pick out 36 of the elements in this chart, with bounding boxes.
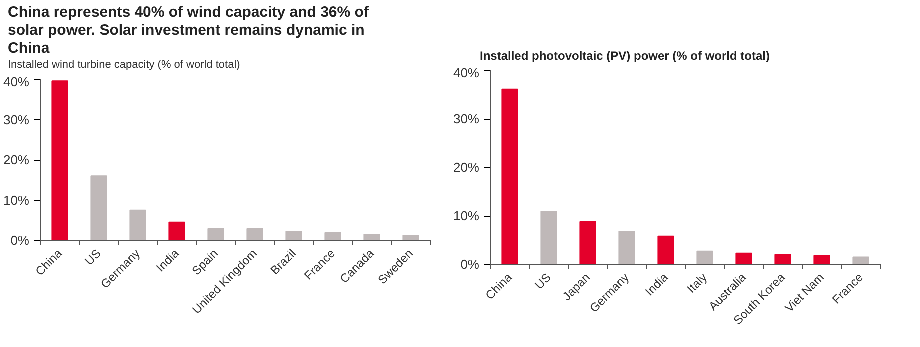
bar bbox=[774, 254, 792, 265]
bar bbox=[852, 256, 870, 265]
y-tick-label: 10% bbox=[453, 208, 480, 224]
bar bbox=[52, 80, 68, 240]
y-tick-label: 30% bbox=[3, 112, 30, 127]
bar bbox=[246, 228, 264, 240]
chart-subtitle: Installed wind turbine capacity (% of world total) bbox=[8, 58, 240, 73]
y-tick-label: 40% bbox=[453, 66, 480, 81]
bar bbox=[364, 234, 380, 240]
bar bbox=[736, 252, 752, 265]
y-tick-label: 0% bbox=[460, 257, 480, 272]
x-tick-label: Italy bbox=[684, 270, 710, 296]
y-tick-label: 10% bbox=[3, 192, 30, 208]
bar bbox=[286, 230, 302, 240]
chart-title: China represents 40% of wind capacity and 36% of solar power. Solar investment remains dynamic in China bbox=[8, 4, 370, 58]
y-tick-label: 0% bbox=[10, 232, 30, 248]
bar bbox=[580, 221, 596, 265]
bar bbox=[402, 234, 420, 240]
bar bbox=[324, 232, 342, 240]
chart-title: Installed photovoltaic (PV) power (% of world total) bbox=[480, 48, 770, 65]
bar bbox=[168, 222, 186, 240]
y-tick-label: 40% bbox=[3, 74, 30, 90]
x-tick-label: US bbox=[82, 246, 104, 268]
bar bbox=[814, 255, 830, 265]
bar bbox=[540, 211, 558, 265]
bar bbox=[502, 89, 518, 265]
bar bbox=[696, 251, 714, 265]
bar bbox=[90, 175, 108, 240]
bar bbox=[618, 231, 636, 265]
bar bbox=[130, 210, 146, 240]
y-tick-label: 30% bbox=[453, 112, 480, 127]
bar bbox=[208, 228, 224, 240]
bar bbox=[658, 236, 674, 265]
y-tick-label: 20% bbox=[3, 152, 30, 168]
y-tick-label: 20% bbox=[453, 160, 480, 176]
x-tick-label: US bbox=[532, 270, 554, 292]
